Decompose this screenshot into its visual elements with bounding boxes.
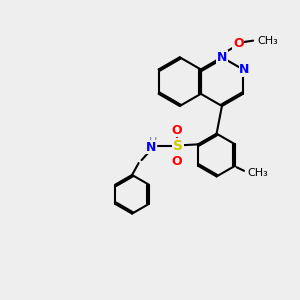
Text: O: O [171,124,182,136]
Text: N: N [217,51,227,64]
Text: O: O [233,37,244,50]
Text: H: H [149,137,158,147]
Text: CH₃: CH₃ [247,168,268,178]
Text: N: N [239,63,250,76]
Text: CH₃: CH₃ [257,36,278,46]
Text: O: O [171,155,182,168]
Text: N: N [146,141,156,154]
Text: S: S [173,139,183,153]
